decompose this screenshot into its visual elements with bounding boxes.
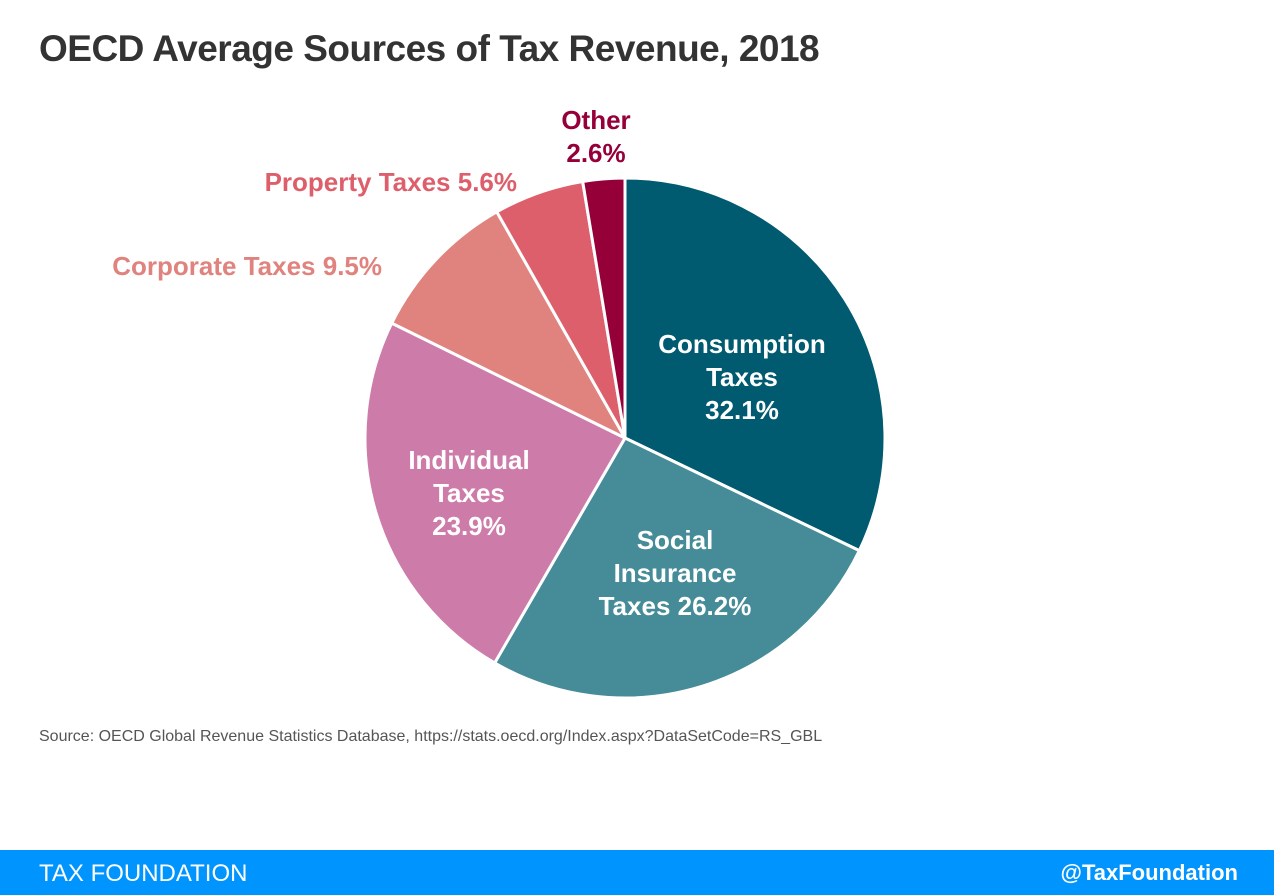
category-name: Consumption Taxes	[658, 329, 826, 392]
value-label: 23.9%	[432, 511, 506, 541]
slice-label: Property Taxes 5.6%	[200, 166, 517, 199]
slice-label: Other 2.6%	[536, 104, 656, 170]
value-label: 26.2%	[677, 591, 752, 621]
category-name: Social Insurance Taxes	[598, 525, 737, 621]
pie-slice	[390, 210, 627, 440]
category-name: Property Taxes	[264, 167, 451, 197]
pie-slice	[363, 321, 627, 665]
category-name: Corporate Taxes	[112, 251, 316, 281]
category-name: Other	[561, 105, 631, 135]
chart-title: OECD Average Sources of Tax Revenue, 201…	[39, 28, 820, 69]
pie-slice	[493, 436, 861, 700]
value-label: 5.6%	[457, 167, 517, 197]
slice-label: Individual Taxes 23.9%	[389, 444, 549, 543]
slice-label: Consumption Taxes 32.1%	[642, 328, 842, 427]
slice-label: Corporate Taxes 9.5%	[60, 250, 382, 283]
source-note: Source: OECD Global Revenue Statistics D…	[39, 728, 823, 745]
value-label: 2.6%	[566, 138, 626, 168]
pie-slice	[581, 176, 627, 440]
value-label: 32.1%	[705, 395, 779, 425]
slice-label: Social Insurance Taxes 26.2%	[580, 524, 770, 623]
value-label: 9.5%	[322, 251, 382, 281]
category-name: Individual Taxes	[408, 445, 530, 508]
pie-slice	[623, 176, 887, 553]
footer-brand: TAX FOUNDATION	[39, 860, 248, 887]
footer-handle: @TaxFoundation	[1060, 860, 1238, 885]
footer-bar: TAX FOUNDATION @TaxFoundation	[0, 850, 1274, 895]
pie-chart	[363, 176, 887, 700]
